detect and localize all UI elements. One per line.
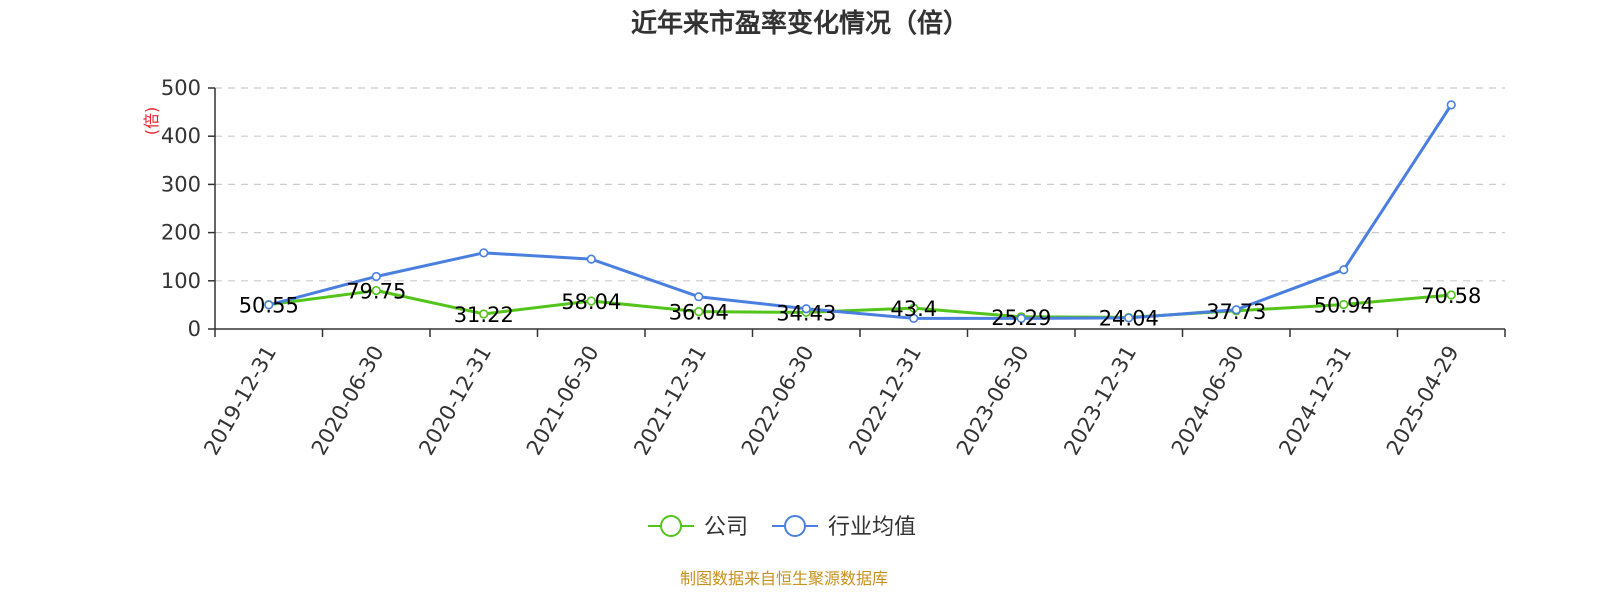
x-tick-label: 2021-06-30 xyxy=(522,342,604,460)
data-label: 50.55 xyxy=(239,294,299,318)
y-tick-label: 300 xyxy=(161,172,201,196)
series-0-point xyxy=(479,309,489,319)
x-tick-label: 2019-12-31 xyxy=(199,342,281,460)
series-1-point xyxy=(1446,100,1456,110)
x-tick-label: 2024-06-30 xyxy=(1167,342,1249,460)
legend-marker xyxy=(784,515,806,537)
data-label: 25.29 xyxy=(991,306,1051,330)
data-label: 70.58 xyxy=(1421,284,1481,308)
data-label: 43.4 xyxy=(890,297,937,321)
data-label: 58.04 xyxy=(561,290,621,314)
series-0-point xyxy=(371,285,381,296)
y-tick-label: 500 xyxy=(161,76,201,100)
legend-marker xyxy=(660,515,682,537)
series-1-point xyxy=(586,254,596,264)
x-tick-label: 2023-12-31 xyxy=(1059,342,1141,460)
legend-label: 公司 xyxy=(704,515,748,540)
axes: 0 100 200 300 400 500 2019-12-31 2020-06-30 2020… xyxy=(161,76,1506,460)
data-label: 36.04 xyxy=(669,301,729,325)
x-tick-label: 2022-06-30 xyxy=(737,342,819,460)
x-tick-label: 2020-12-31 xyxy=(414,342,496,460)
x-tick-label: 2022-12-31 xyxy=(844,342,926,460)
data-labels: 50.55 79.75 31.22 58.04 36.04 34.43 43.4 25.29 2… xyxy=(239,280,1482,331)
series-0-point xyxy=(1339,299,1349,310)
series-1-point xyxy=(371,271,381,282)
y-tick-label: 100 xyxy=(161,269,201,293)
data-label: 79.75 xyxy=(346,280,406,304)
legend: 公司 行业均值 xyxy=(648,515,916,540)
series-0-point xyxy=(1446,290,1456,300)
series-1-point xyxy=(801,304,811,314)
series-1-point xyxy=(1016,313,1026,323)
x-tick-label: 2025-04-29 xyxy=(1382,342,1464,460)
series-0-point xyxy=(694,307,704,317)
y-tick-label: 200 xyxy=(161,221,201,245)
series-1-point xyxy=(694,292,704,302)
chart-title: 近年来市盈率变化情况（倍） xyxy=(631,8,969,39)
series-1-point xyxy=(909,313,919,323)
data-label: 34.43 xyxy=(776,301,836,325)
series-layer xyxy=(264,100,1456,323)
source-note: 制图数据来自恒生聚源数据库 xyxy=(680,569,888,588)
series-1-point xyxy=(1339,265,1349,275)
series-1-point xyxy=(264,300,274,310)
x-tick-label: 2021-12-31 xyxy=(629,342,711,460)
y-axis-unit-label: (倍) xyxy=(142,107,161,136)
series-1-point xyxy=(1231,305,1241,315)
series-0-point xyxy=(586,296,596,306)
data-label: 50.94 xyxy=(1314,293,1374,317)
series-line-1 xyxy=(268,104,1453,320)
series-1-point xyxy=(1124,313,1134,323)
series-line-0 xyxy=(268,289,1452,319)
x-tick-label: 2023-06-30 xyxy=(952,342,1034,460)
grid-lines xyxy=(215,87,1505,282)
y-tick-label: 400 xyxy=(161,124,201,148)
data-label: 31.22 xyxy=(454,303,514,327)
legend-label: 行业均值 xyxy=(828,515,916,540)
x-tick-label: 2024-12-31 xyxy=(1274,342,1356,460)
data-label: 24.04 xyxy=(1099,306,1159,330)
series-1-point xyxy=(479,248,489,258)
data-label: 37.73 xyxy=(1206,300,1266,324)
y-tick-label: 0 xyxy=(188,317,201,341)
series-0-point xyxy=(909,303,919,313)
x-tick-label: 2020-06-30 xyxy=(307,342,389,460)
